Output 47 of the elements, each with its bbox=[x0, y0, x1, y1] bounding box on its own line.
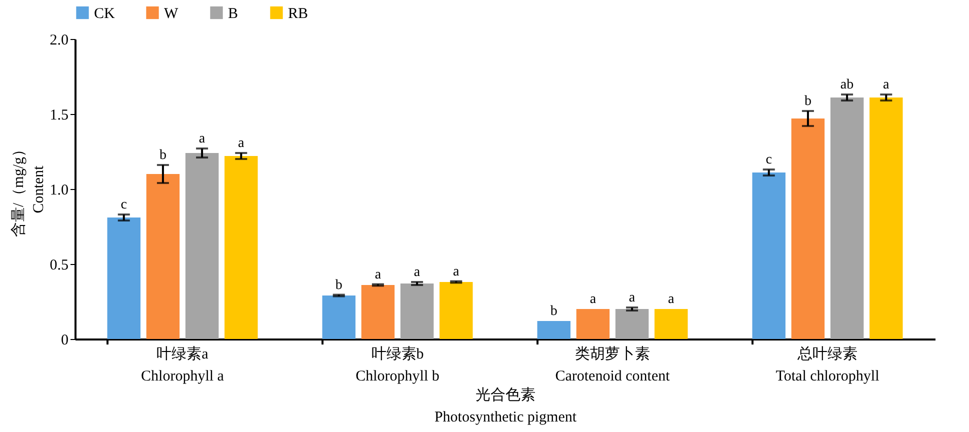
y-axis-title: 含量/（mg/g） Content bbox=[10, 142, 47, 238]
data-label: c bbox=[120, 198, 127, 212]
y-tick-label: 2.0 bbox=[50, 32, 68, 48]
data-label: a bbox=[238, 136, 246, 151]
data-label: c bbox=[766, 152, 772, 168]
bar bbox=[654, 309, 688, 339]
data-label: a bbox=[414, 265, 421, 280]
bar bbox=[361, 285, 395, 339]
legend-label: B bbox=[228, 6, 238, 22]
x-tick-label: 叶绿素b Chlorophyll b bbox=[356, 346, 440, 384]
bar bbox=[440, 282, 473, 339]
x-tick-label: 叶绿素a Chlorophyll a bbox=[141, 346, 224, 384]
y-tick-label: 0 bbox=[61, 332, 68, 348]
bar bbox=[537, 321, 570, 339]
data-label: a bbox=[668, 292, 676, 307]
x-tick-label: 总叶绿素 Total chlorophyll bbox=[776, 346, 880, 384]
data-label: b bbox=[550, 304, 558, 319]
data-label: a bbox=[198, 132, 206, 146]
data-label: a bbox=[883, 78, 890, 92]
data-label: a bbox=[374, 267, 382, 282]
bar bbox=[576, 309, 610, 339]
bar bbox=[791, 118, 825, 339]
bar bbox=[752, 172, 786, 339]
legend-label: W bbox=[164, 6, 179, 22]
x-tick-label: 类胡萝卜素 Carotenoid content bbox=[555, 346, 671, 384]
bar bbox=[185, 153, 219, 339]
bar bbox=[224, 156, 258, 339]
y-tick-label: 0.5 bbox=[50, 258, 68, 274]
data-label: ab bbox=[840, 78, 854, 92]
bar bbox=[870, 98, 903, 339]
bar bbox=[322, 296, 356, 339]
data-label: a bbox=[453, 264, 460, 280]
bar bbox=[830, 98, 864, 339]
bar bbox=[107, 218, 140, 339]
bar bbox=[146, 174, 180, 339]
data-label: a bbox=[628, 290, 636, 306]
legend-label: CK bbox=[94, 6, 116, 22]
y-tick-label: 1.5 bbox=[50, 108, 68, 124]
bar bbox=[615, 309, 649, 339]
data-label: b bbox=[159, 148, 166, 163]
data-label: b bbox=[335, 278, 342, 293]
data-label: a bbox=[590, 292, 597, 307]
bar bbox=[400, 284, 434, 339]
legend-label: RB bbox=[288, 6, 308, 22]
x-axis-title: 光合色素 Photosynthetic pigment bbox=[434, 386, 578, 426]
y-tick-label: 1.0 bbox=[50, 182, 68, 198]
data-label: b bbox=[804, 94, 812, 109]
